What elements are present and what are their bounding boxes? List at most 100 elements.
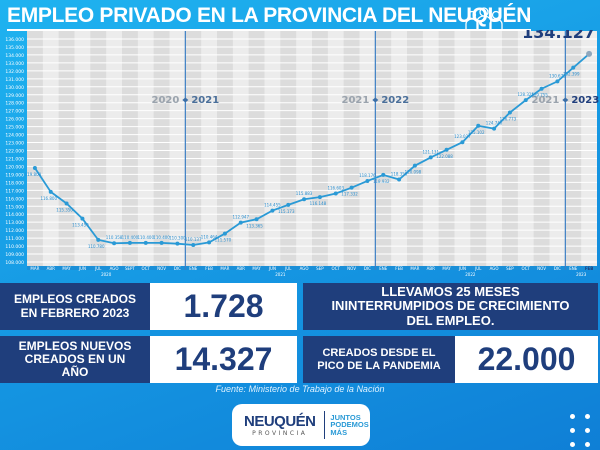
data-point [333,191,338,196]
column-stripe [90,31,107,266]
data-point [349,185,354,190]
x-tick-label: DIC [364,266,371,271]
y-tick-label: 133.000 [5,61,24,67]
logo-name: NEUQUÉN [244,413,316,430]
data-point [159,240,164,245]
data-point [270,208,275,213]
x-year-label: 2023 [576,272,587,277]
data-point [507,110,512,115]
column-stripe [502,31,518,266]
x-tick-label: AGO [490,266,499,271]
x-year-label: 2022 [465,272,476,277]
data-label: 115.350 [56,207,73,212]
column-stripe [27,31,43,266]
period-label-left: 2020 [151,95,179,106]
data-label: 118.932 [373,179,390,184]
data-point [381,172,386,177]
data-label: 115.883 [296,191,313,196]
data-point [143,240,148,245]
data-point [555,79,560,84]
data-label: 110.400 [137,235,154,240]
feb-jobs-label: EMPLEOS CREADOS EN FEBRERO 2023 [0,283,150,330]
y-tick-label: 130.000 [5,85,24,91]
column-stripe [153,31,170,266]
y-tick-label: 117.000 [5,188,24,194]
y-tick-label: 127.000 [5,109,24,115]
y-tick-label: 113.000 [5,220,24,226]
data-label: 118.356 [391,172,408,177]
diamond-icon [372,97,379,103]
x-tick-label: JUN [268,266,276,271]
x-tick-label: OCT [142,266,151,271]
x-tick-label: DIC [554,266,561,271]
data-label: 122.088 [436,154,453,159]
since-peak-label: CREADOS DESDE EL PICO DE LA PANDEMIA [303,336,455,383]
x-year-label: 2020 [101,272,112,277]
data-label: 120.098 [405,170,422,175]
y-tick-label: 123.000 [5,141,24,147]
people-group-icon [465,7,503,29]
x-axis-strip [27,266,597,270]
column-stripe [58,31,75,266]
data-label: 110.137 [185,237,202,242]
x-tick-label: MAR [30,266,39,271]
decor-dot [585,428,590,433]
data-point [476,123,481,128]
y-tick-label: 134.000 [5,53,24,59]
period-label-right: 2023 [571,95,599,106]
feb-jobs-value: 1.728 [150,283,297,330]
x-tick-label: MAY [62,266,71,271]
data-point [48,189,53,194]
data-label: 129.755 [531,93,548,98]
x-tick-label: NOV [537,266,546,271]
y-tick-label: 111.000 [5,236,24,242]
column-stripe [312,31,328,266]
x-tick-label: ABR [47,266,55,271]
source-note: Fuente: Ministerio de Trabajo de la Naci… [215,384,385,394]
data-point [175,241,180,246]
x-tick-label: FEB [395,266,403,271]
column-stripe [565,31,582,266]
x-tick-label: NOV [157,266,166,271]
since-peak-value: 22.000 [455,336,598,383]
data-label: 113.450 [72,223,89,228]
period-label-left: 2021 [341,95,369,106]
x-tick-label: SEP [506,266,514,271]
y-tick-label: 128.000 [5,101,24,107]
x-tick-label: DIC [174,266,181,271]
x-tick-label: AGO [300,266,309,271]
y-tick-label: 129.000 [5,93,24,99]
growth-streak-text: LLEVAMOS 25 MESES ININTERRUMPIDOS DE CRE… [303,283,598,330]
data-label: 116.148 [310,201,327,206]
latest-value-label: 134.127 [522,30,595,42]
decor-dot [570,414,575,419]
data-point [112,241,117,246]
y-tick-label: 132.000 [5,69,24,75]
data-point [191,242,196,247]
data-point [317,195,322,200]
data-label: 124.746 [486,121,503,126]
data-point [539,86,544,91]
neuquen-logo: NEUQUÉN PROVINCIA JUNTOS PODEMOS MÁS [232,404,370,446]
data-point [64,201,69,206]
data-point [428,155,433,160]
decor-dot [585,414,590,419]
x-tick-label: ABR [237,266,245,271]
period-label-right: 2021 [191,95,219,106]
data-label: 119.800 [25,172,42,177]
data-point [460,140,465,145]
x-tick-label: JUL [284,266,292,271]
x-tick-label: ABR [427,266,435,271]
x-year-label: 2021 [275,272,286,277]
data-label: 111.570 [215,238,232,243]
data-label: 128.325 [517,92,534,97]
data-label: 110.400 [122,235,139,240]
column-stripe [122,31,138,266]
y-tick-label: 131.000 [5,77,24,83]
data-label: 116.800 [40,196,57,201]
y-tick-label: 136.000 [5,37,24,43]
x-tick-label: ENE [379,266,388,271]
y-tick-label: 124.000 [5,133,24,139]
column-stripe [185,31,202,266]
x-tick-label: AGO [110,266,119,271]
